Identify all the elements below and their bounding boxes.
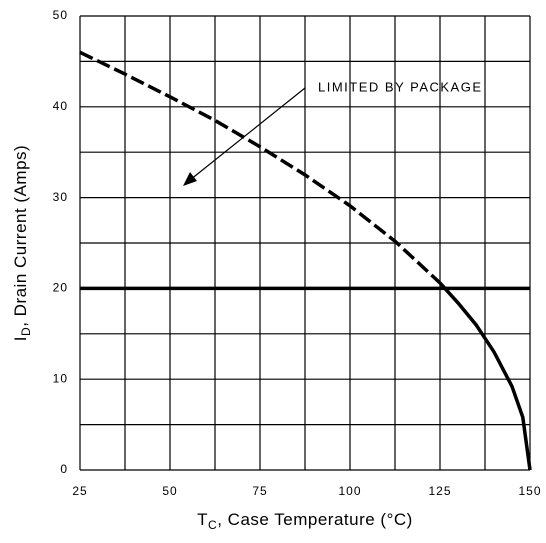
x-tick-label: 125 (428, 484, 451, 498)
x-label-rest: , Case Temperature (°C) (217, 510, 413, 529)
arrow-head (183, 172, 197, 186)
y-label-rest: , Drain Current (Amps) (11, 145, 30, 327)
y-label-sub: D (19, 327, 33, 336)
y-label-main: I (11, 336, 30, 341)
y-axis-label: ID, Drain Current (Amps) (11, 145, 33, 341)
y-tick-label: 30 (53, 190, 68, 204)
x-tick-label: 75 (252, 484, 267, 498)
y-tick-label: 20 (53, 281, 68, 295)
curve (79, 50, 442, 285)
x-tick-label: 50 (162, 484, 177, 498)
x-tick-label: 100 (338, 484, 361, 498)
y-tick-label: 40 (53, 99, 68, 113)
x-axis-label: TC, Case Temperature (°C) (197, 510, 413, 532)
x-label-sub: C (208, 518, 217, 532)
y-tick-label: 50 (53, 8, 68, 22)
y-tick-label: 0 (60, 462, 68, 476)
annotation: LIMITED BY PACKAGE (318, 79, 483, 94)
y-tick-label: 10 (53, 371, 68, 385)
curve (438, 281, 532, 471)
x-tick-label: 150 (518, 484, 541, 498)
x-tick-label: 25 (72, 484, 87, 498)
x-label-main: T (197, 510, 208, 529)
annotation-arrow (189, 87, 306, 181)
